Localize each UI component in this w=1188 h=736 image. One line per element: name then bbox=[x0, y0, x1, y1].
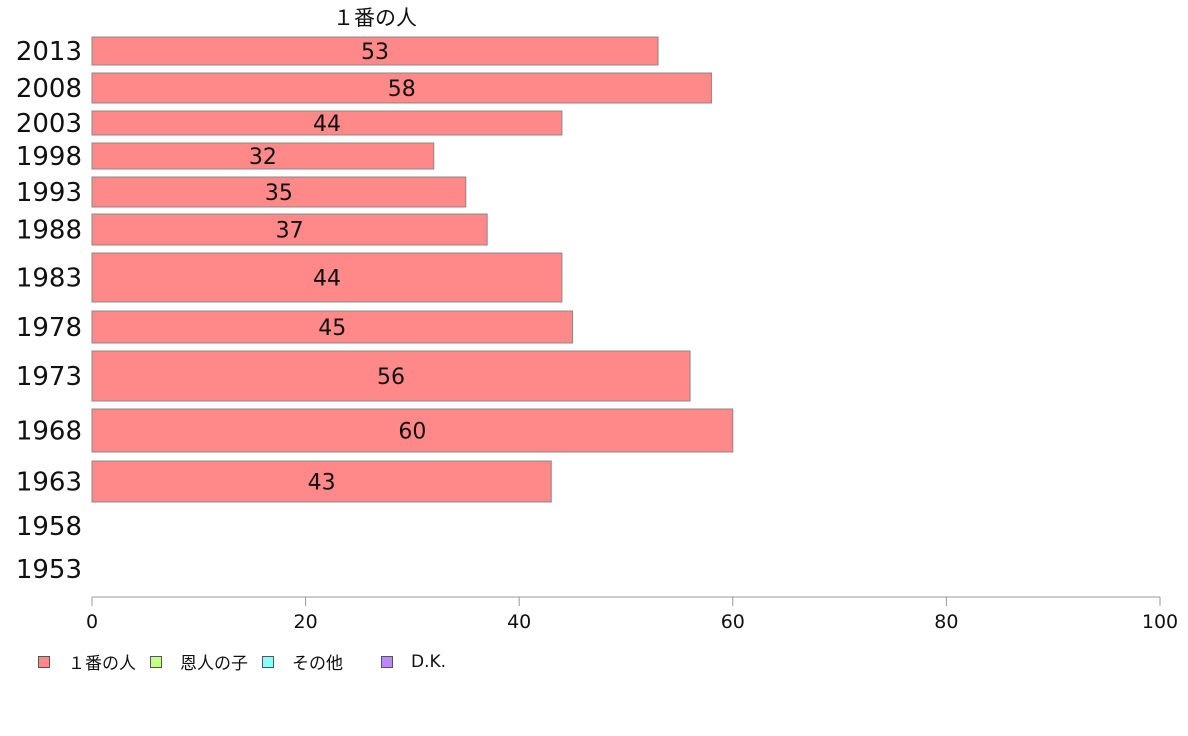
category-label: 1953 bbox=[16, 555, 82, 585]
data-label: 44 bbox=[313, 267, 341, 292]
bar bbox=[91, 72, 712, 104]
legend-label: 恩人の子 bbox=[180, 654, 248, 674]
legend-item: １番の人 bbox=[38, 649, 136, 674]
x-tick-label: 80 bbox=[934, 611, 958, 633]
category-label: 2013 bbox=[16, 37, 82, 67]
legend-swatch bbox=[262, 655, 274, 668]
bar bbox=[91, 110, 563, 136]
category-label: 2003 bbox=[16, 109, 82, 139]
category-label: 1993 bbox=[16, 178, 82, 208]
data-label: 45 bbox=[318, 316, 346, 341]
bar bbox=[91, 460, 552, 503]
legend-item: その他 bbox=[262, 649, 343, 674]
category-label: 1968 bbox=[16, 417, 82, 447]
category-label: 1978 bbox=[16, 313, 82, 343]
bar bbox=[91, 142, 435, 170]
category-label: 2008 bbox=[16, 74, 82, 104]
x-tick-label: 20 bbox=[294, 611, 318, 633]
legend-label: その他 bbox=[292, 654, 343, 674]
data-label: 56 bbox=[377, 365, 405, 390]
category-label: 1958 bbox=[16, 512, 82, 542]
data-label: 53 bbox=[361, 40, 389, 65]
data-label: 58 bbox=[388, 77, 416, 102]
data-label: 43 bbox=[308, 471, 336, 496]
x-tick-label: 60 bbox=[721, 611, 745, 633]
bar bbox=[91, 252, 563, 303]
legend-swatch bbox=[38, 655, 50, 668]
category-label: 1983 bbox=[16, 264, 82, 294]
data-label: 35 bbox=[265, 181, 293, 206]
category-label: 1973 bbox=[16, 362, 82, 392]
chart-title: １番の人 bbox=[333, 6, 417, 30]
legend-label: １番の人 bbox=[68, 654, 136, 674]
bar bbox=[91, 350, 691, 402]
x-tick-label: 40 bbox=[507, 611, 531, 633]
legend-label: D.K. bbox=[411, 651, 447, 672]
legend-item: D.K. bbox=[381, 652, 446, 672]
bar bbox=[91, 408, 734, 453]
x-axis: 0 20 40 60 80 100 bbox=[86, 596, 1178, 633]
x-tick-label: 0 bbox=[86, 611, 98, 633]
legend-item: 恩人の子 bbox=[150, 649, 248, 674]
bar bbox=[91, 176, 467, 208]
bar bbox=[91, 36, 659, 66]
category-label: 1963 bbox=[16, 468, 82, 498]
bars-layer: 53 58 44 32 35 37 44 45 56 60 43 bbox=[91, 36, 734, 503]
data-label: 37 bbox=[276, 219, 304, 244]
category-label: 1988 bbox=[16, 216, 82, 246]
x-tick-label: 100 bbox=[1142, 611, 1178, 633]
legend-swatch bbox=[381, 655, 393, 668]
category-label: 1998 bbox=[16, 142, 82, 172]
data-label: 32 bbox=[249, 145, 277, 170]
data-label: 44 bbox=[313, 112, 341, 137]
legend-swatch bbox=[150, 655, 162, 668]
bar bbox=[91, 310, 574, 344]
legend: １番の人 恩人の子 その他 D.K. bbox=[38, 649, 460, 674]
data-label: 60 bbox=[398, 420, 426, 445]
bar bbox=[91, 213, 488, 246]
